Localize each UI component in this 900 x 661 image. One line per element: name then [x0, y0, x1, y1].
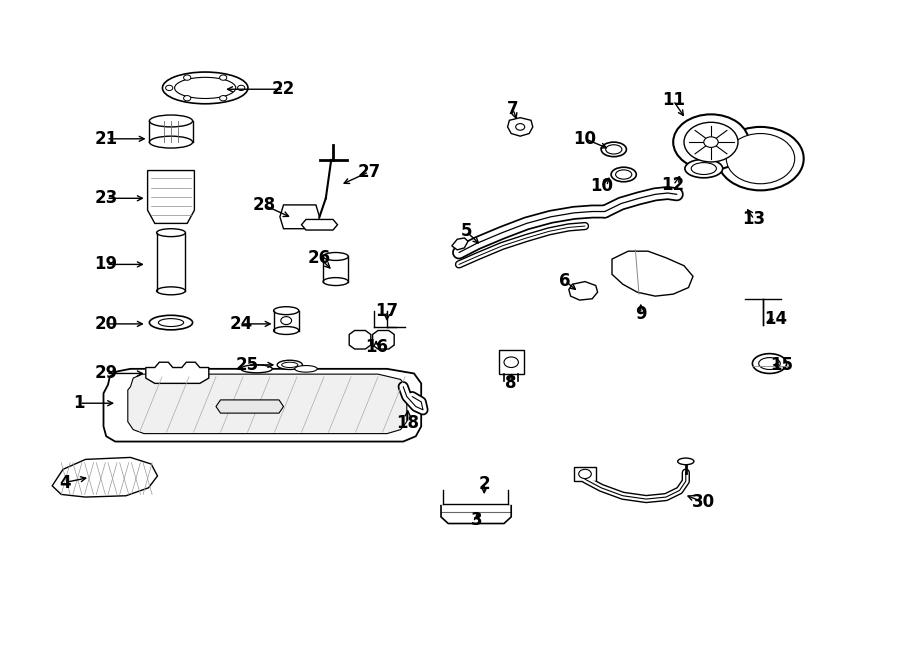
Text: 10: 10	[573, 130, 597, 148]
Text: 14: 14	[764, 309, 788, 328]
Circle shape	[673, 114, 749, 170]
Text: 17: 17	[375, 301, 399, 320]
Ellipse shape	[157, 229, 185, 237]
Polygon shape	[146, 362, 209, 383]
Polygon shape	[569, 282, 598, 300]
Text: 27: 27	[357, 163, 381, 181]
Circle shape	[281, 317, 292, 325]
Text: 7: 7	[508, 100, 518, 118]
Text: 15: 15	[770, 356, 793, 374]
Ellipse shape	[752, 354, 787, 373]
Ellipse shape	[606, 145, 622, 154]
Circle shape	[726, 134, 795, 184]
Ellipse shape	[163, 72, 248, 104]
Circle shape	[704, 137, 718, 147]
Polygon shape	[612, 251, 693, 296]
Ellipse shape	[691, 163, 716, 175]
Circle shape	[717, 127, 804, 190]
Ellipse shape	[274, 327, 299, 334]
Text: 12: 12	[662, 176, 685, 194]
Text: 10: 10	[590, 177, 613, 196]
Circle shape	[516, 124, 525, 130]
Polygon shape	[302, 219, 338, 230]
Text: 5: 5	[461, 222, 472, 241]
Text: 4: 4	[59, 473, 70, 492]
Ellipse shape	[282, 362, 298, 368]
Ellipse shape	[149, 315, 193, 330]
Text: 16: 16	[364, 338, 388, 356]
Circle shape	[184, 75, 191, 80]
Polygon shape	[373, 330, 394, 349]
Text: 6: 6	[560, 272, 571, 290]
Ellipse shape	[601, 142, 626, 157]
Text: 2: 2	[479, 475, 490, 493]
Circle shape	[579, 469, 591, 479]
Polygon shape	[104, 369, 421, 442]
Text: 3: 3	[472, 511, 482, 529]
Ellipse shape	[295, 366, 317, 372]
Ellipse shape	[759, 358, 780, 369]
Polygon shape	[349, 330, 371, 349]
Bar	[574, 467, 596, 481]
Text: 26: 26	[308, 249, 331, 267]
Ellipse shape	[149, 136, 193, 148]
Ellipse shape	[175, 77, 236, 98]
Text: 22: 22	[272, 80, 295, 98]
Ellipse shape	[678, 458, 694, 465]
Circle shape	[684, 122, 738, 162]
Text: 11: 11	[662, 91, 685, 110]
Polygon shape	[216, 400, 284, 413]
Text: 1: 1	[74, 394, 85, 412]
Ellipse shape	[149, 115, 193, 127]
Ellipse shape	[611, 167, 636, 182]
Ellipse shape	[158, 319, 184, 327]
Polygon shape	[452, 238, 468, 250]
Ellipse shape	[323, 278, 348, 286]
Polygon shape	[508, 118, 533, 136]
Ellipse shape	[277, 360, 302, 369]
Ellipse shape	[323, 253, 348, 260]
Text: 9: 9	[635, 305, 646, 323]
Ellipse shape	[241, 365, 272, 373]
Ellipse shape	[616, 170, 632, 179]
Polygon shape	[280, 205, 319, 229]
Text: 30: 30	[692, 493, 716, 512]
Circle shape	[184, 96, 191, 101]
Text: 20: 20	[94, 315, 118, 333]
Circle shape	[504, 357, 518, 368]
Ellipse shape	[157, 287, 185, 295]
Polygon shape	[52, 457, 158, 497]
Text: 24: 24	[230, 315, 253, 333]
Text: 21: 21	[94, 130, 118, 148]
Text: 19: 19	[94, 255, 118, 274]
Ellipse shape	[685, 159, 723, 178]
Polygon shape	[128, 374, 407, 434]
Circle shape	[220, 75, 227, 80]
Bar	[499, 350, 524, 374]
Text: 18: 18	[396, 414, 419, 432]
Text: 28: 28	[252, 196, 275, 214]
Text: 8: 8	[506, 374, 517, 393]
Text: 29: 29	[94, 364, 118, 383]
Ellipse shape	[274, 307, 299, 315]
Circle shape	[166, 85, 173, 91]
Text: 23: 23	[94, 189, 118, 208]
Circle shape	[238, 85, 245, 91]
Text: 25: 25	[236, 356, 259, 374]
Circle shape	[220, 96, 227, 101]
Text: 13: 13	[742, 210, 766, 229]
Polygon shape	[148, 171, 194, 223]
